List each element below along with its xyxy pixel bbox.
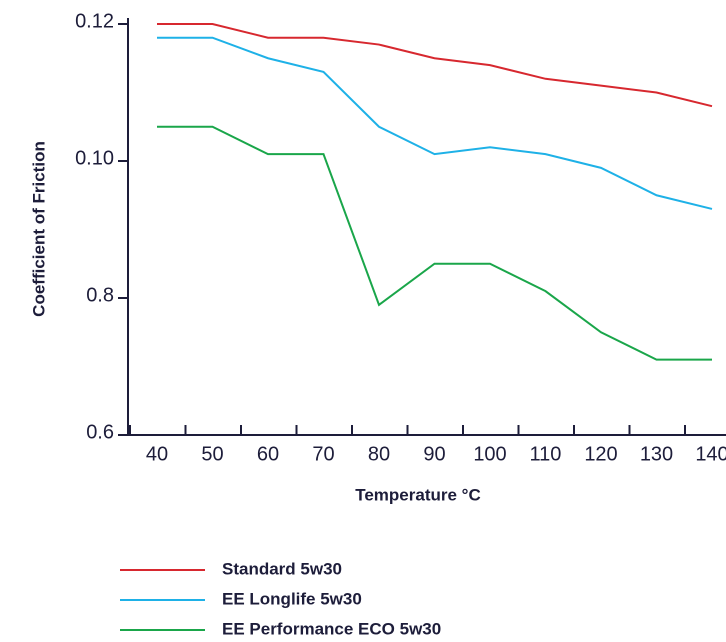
x-tick-label: 130 bbox=[640, 443, 673, 465]
series-line bbox=[157, 36, 713, 210]
x-tick-label: 80 bbox=[368, 443, 390, 465]
x-axis-title: Temperature °C bbox=[355, 485, 481, 504]
y-axis-title: Coefficient of Friction bbox=[29, 141, 48, 317]
y-tick-label: 0.6 bbox=[86, 421, 114, 443]
x-tick-label: 90 bbox=[423, 443, 445, 465]
legend-label: EE Performance ECO 5w30 bbox=[222, 619, 441, 638]
series-line bbox=[157, 23, 713, 108]
x-tick-label: 100 bbox=[473, 443, 506, 465]
legend-label: EE Longlife 5w30 bbox=[222, 589, 362, 608]
x-tick-label: 70 bbox=[312, 443, 334, 465]
y-tick-label: 0.12 bbox=[75, 10, 114, 32]
x-tick-label: 40 bbox=[146, 443, 168, 465]
y-tick-label: 0.10 bbox=[75, 147, 114, 169]
x-tick-label: 50 bbox=[201, 443, 223, 465]
series-line bbox=[157, 125, 712, 361]
y-tick-label: 0.8 bbox=[86, 284, 114, 306]
x-tick-label: 120 bbox=[584, 443, 617, 465]
legend-label: Standard 5w30 bbox=[222, 559, 342, 578]
x-tick-label: 60 bbox=[257, 443, 279, 465]
x-tick-label: 140 bbox=[695, 443, 726, 465]
x-tick-label: 110 bbox=[530, 443, 562, 465]
